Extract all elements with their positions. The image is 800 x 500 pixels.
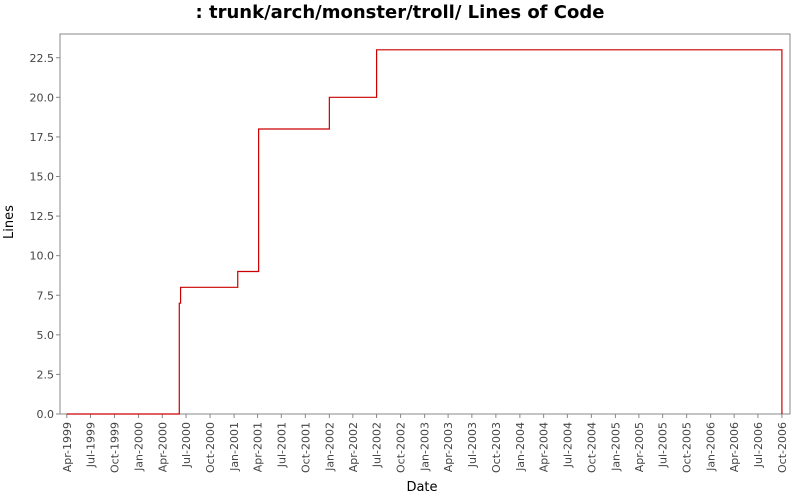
- x-tick-label: Oct-2006: [776, 422, 789, 473]
- y-tick-label: 10.0: [30, 250, 55, 263]
- x-tick-label: Oct-2000: [204, 422, 217, 473]
- x-tick-label: Jul-1999: [85, 422, 98, 468]
- x-tick-label: Jan-2002: [323, 422, 336, 472]
- x-tick-label: Apr-2004: [538, 422, 551, 472]
- x-axis-ticks: Apr-1999 Jul-1999 Oct-1999 Jan-2000 Apr-2000…: [61, 414, 789, 473]
- x-tick-label: Jan-2004: [514, 422, 527, 472]
- y-tick-label: 12.5: [30, 210, 55, 223]
- x-tick-label: Oct-2002: [395, 422, 408, 473]
- x-axis-label: Date: [406, 480, 437, 495]
- x-tick-label: Oct-2005: [681, 422, 694, 473]
- y-tick-label: 2.5: [37, 368, 55, 381]
- x-tick-label: Oct-2004: [585, 422, 598, 473]
- x-tick-label: Jul-2006: [752, 422, 765, 468]
- x-tick-label: Jan-2000: [133, 422, 146, 472]
- y-axis-label: Lines: [2, 205, 17, 239]
- x-tick-label: Jul-2003: [466, 422, 479, 468]
- y-tick-label: 22.5: [30, 52, 55, 65]
- plot-area: [59, 33, 791, 415]
- x-tick-label: Jul-2004: [561, 422, 574, 468]
- x-tick-label: Oct-2003: [490, 422, 503, 473]
- x-tick-label: Apr-2000: [156, 422, 169, 472]
- y-tick-label: 20.0: [30, 91, 55, 104]
- x-tick-label: Jul-2000: [180, 422, 193, 468]
- x-tick-label: Apr-1999: [61, 422, 74, 472]
- chart-title: : trunk/arch/monster/troll/ Lines of Cod…: [195, 2, 605, 23]
- x-tick-label: Jul-2001: [275, 422, 288, 468]
- x-tick-label: Apr-2002: [347, 422, 360, 472]
- x-tick-label: Oct-2001: [299, 422, 312, 473]
- x-tick-label: Jul-2005: [657, 422, 670, 468]
- x-tick-label: Jan-2005: [609, 422, 622, 472]
- y-tick-label: 15.0: [30, 171, 55, 184]
- y-tick-label: 0.0: [37, 408, 55, 421]
- series-line: [66, 49, 783, 415]
- x-tick-label: Apr-2001: [252, 422, 265, 472]
- x-tick-label: Oct-1999: [109, 422, 122, 473]
- y-tick-label: 17.5: [30, 131, 55, 144]
- y-tick-label: 5.0: [37, 329, 55, 342]
- x-tick-label: Jan-2001: [228, 422, 241, 472]
- y-tick-label: 7.5: [37, 289, 55, 302]
- x-tick-label: Jan-2006: [705, 422, 718, 472]
- x-tick-label: Jul-2002: [371, 422, 384, 468]
- y-axis-ticks: 0.0 2.5 5.0 7.5 10.0 12.5 15.0 17.5 20.0 22.5: [30, 52, 60, 421]
- x-tick-label: Apr-2005: [633, 422, 646, 472]
- x-tick-label: Apr-2003: [442, 422, 455, 472]
- x-tick-label: Apr-2006: [728, 422, 741, 472]
- x-tick-label: Jan-2003: [419, 422, 432, 472]
